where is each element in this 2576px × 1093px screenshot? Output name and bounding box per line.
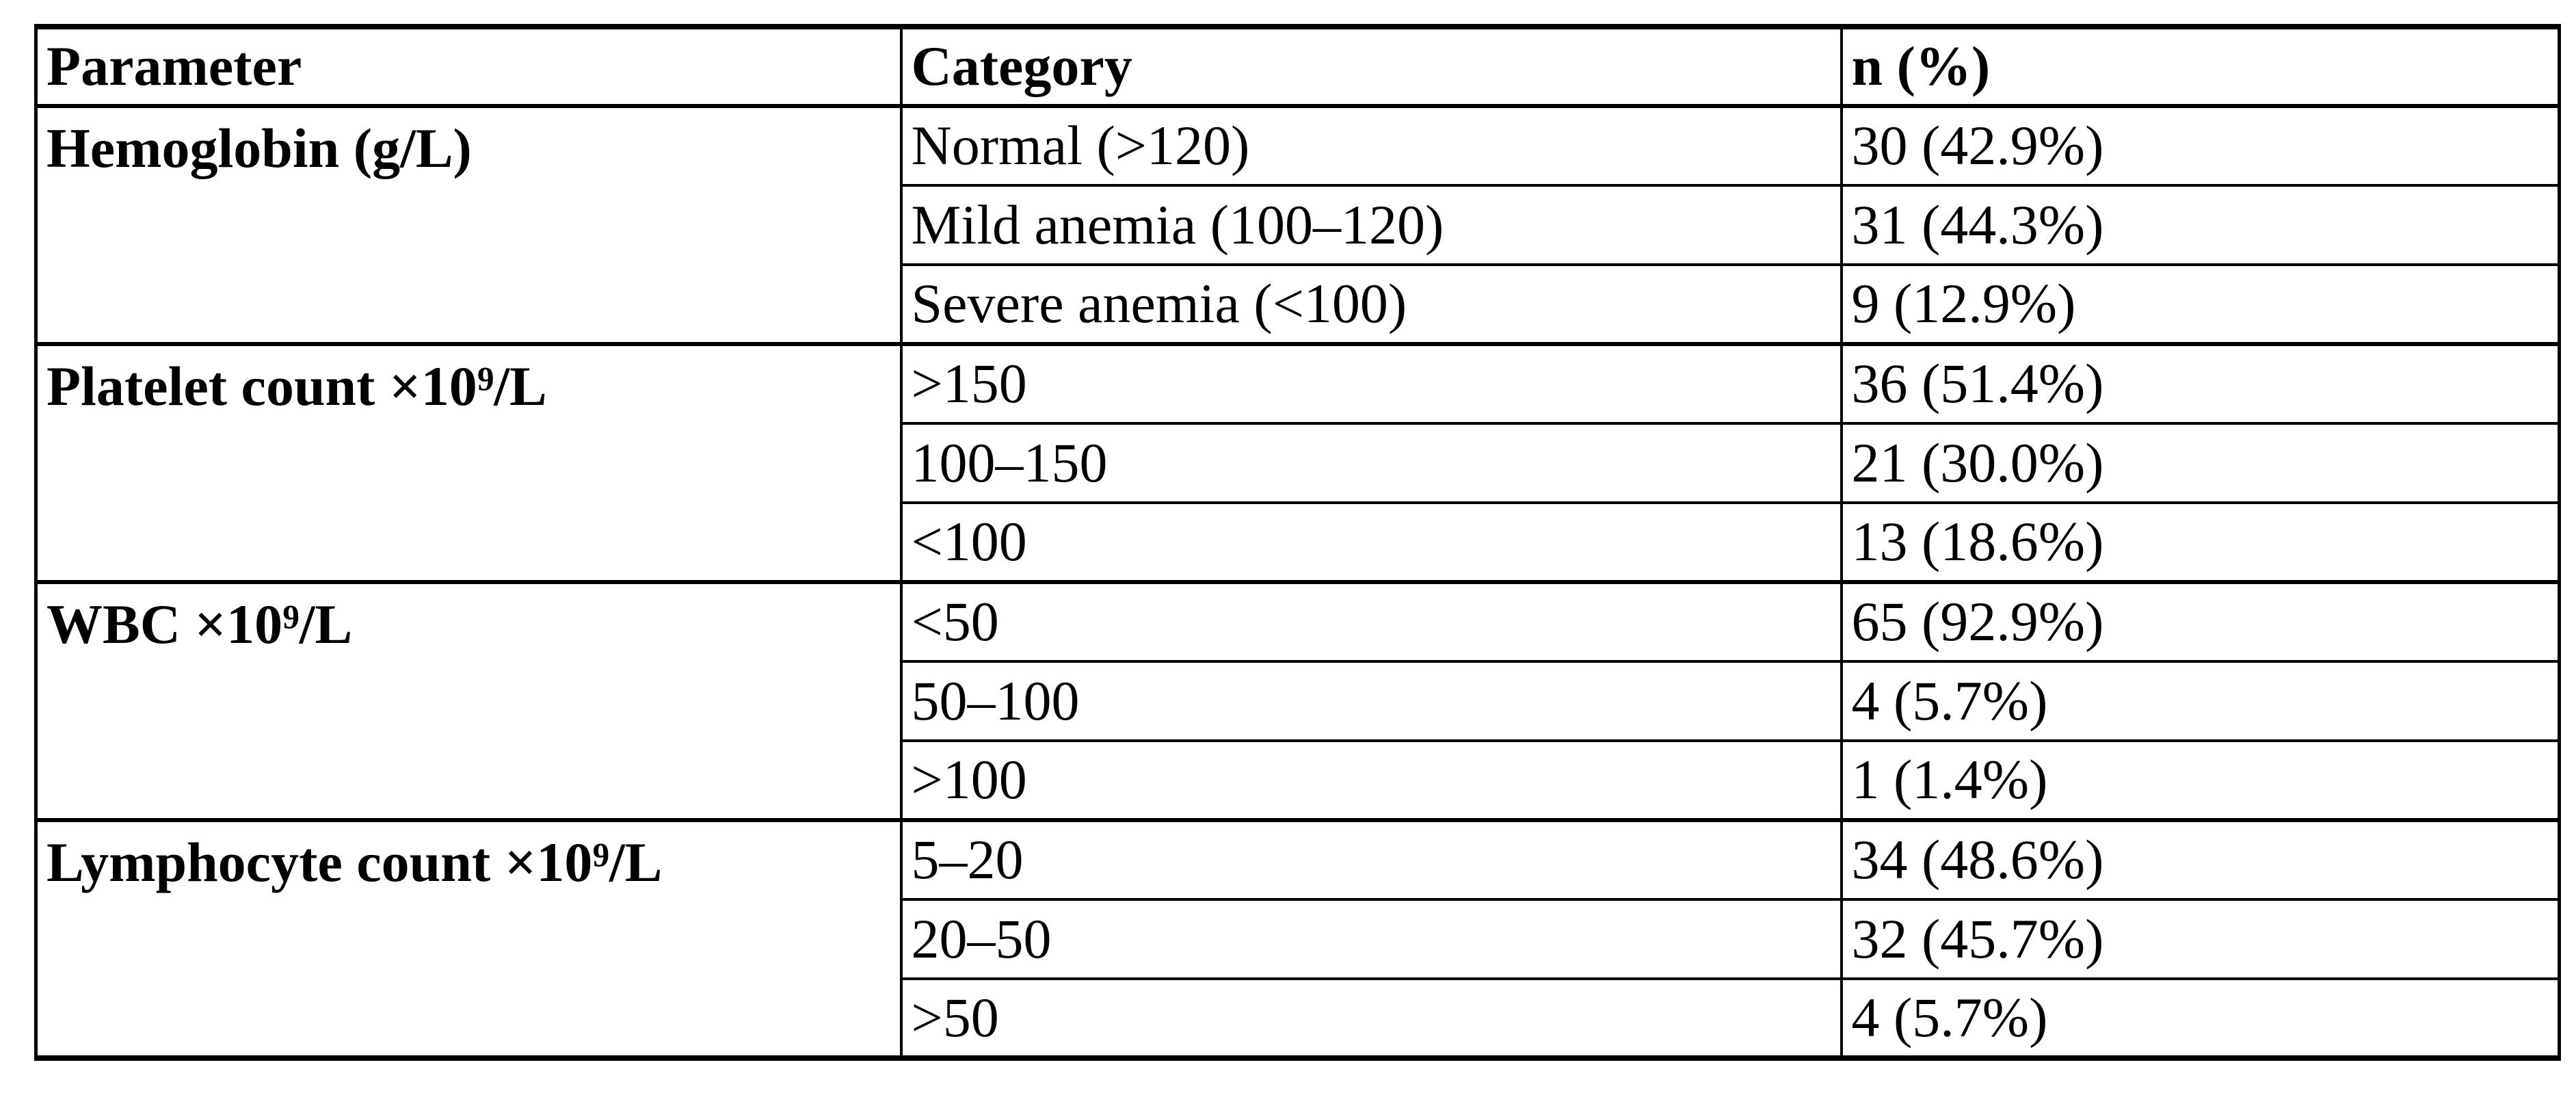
table-row: Platelet count ×10⁹/L >150 36 (51.4%): [34, 342, 2561, 583]
category-cell: <100: [899, 501, 1843, 583]
count-cell: 1 (1.4%): [1840, 739, 2561, 821]
count-cell: 4 (5.7%): [1840, 660, 2561, 742]
table-row: Lymphocyte count ×10⁹/L 5–20 34 (48.6%): [34, 818, 2561, 1059]
category-cell: 5–20: [899, 818, 1843, 901]
category-cell: 20–50: [899, 898, 1843, 980]
category-cell: 100–150: [899, 422, 1843, 504]
count-cell: 30 (42.9%): [1840, 104, 2561, 187]
column-header-n-percent: n (%): [1840, 25, 2561, 108]
table-row: 100–150 21 (30.0%): [36, 422, 2561, 504]
header-row: Parameter Category n (%): [34, 25, 2561, 108]
category-cell: >150: [899, 342, 1843, 425]
table-row: WBC ×10⁹/L <50 65 (92.9%): [34, 580, 2561, 821]
lab-parameters-table: Parameter Category n (%) Hemoglobin (g/L…: [34, 24, 2561, 1061]
table-row: 50–100 4 (5.7%): [36, 660, 2561, 742]
table-row: Severe anemia (<100) 9 (12.9%): [36, 263, 2561, 345]
parameter-cell-platelet-count: Platelet count ×10⁹/L: [34, 342, 903, 583]
column-header-parameter: Parameter: [34, 25, 903, 108]
parameter-cell-hemoglobin: Hemoglobin (g/L): [34, 104, 903, 345]
table-row: 20–50 32 (45.7%): [36, 898, 2561, 980]
category-cell: 50–100: [899, 660, 1843, 742]
table-row: >50 4 (5.7%): [36, 977, 2561, 1059]
table-row: >100 1 (1.4%): [36, 739, 2561, 821]
category-cell: Mild anemia (100–120): [899, 184, 1843, 266]
category-cell: >100: [899, 739, 1843, 821]
table-row: Mild anemia (100–120) 31 (44.3%): [36, 184, 2561, 266]
count-cell: 13 (18.6%): [1840, 501, 2561, 583]
count-cell: 34 (48.6%): [1840, 818, 2561, 901]
count-cell: 65 (92.9%): [1840, 580, 2561, 663]
parameter-cell-wbc: WBC ×10⁹/L: [34, 580, 903, 821]
category-cell: >50: [899, 977, 1843, 1059]
count-cell: 21 (30.0%): [1840, 422, 2561, 504]
table-row: <100 13 (18.6%): [36, 501, 2561, 583]
table-row: Hemoglobin (g/L) Normal (>120) 30 (42.9%…: [34, 104, 2561, 345]
category-cell: <50: [899, 580, 1843, 663]
count-cell: 31 (44.3%): [1840, 184, 2561, 266]
category-cell: Normal (>120): [899, 104, 1843, 187]
column-header-category: Category: [899, 25, 1843, 108]
category-cell: Severe anemia (<100): [899, 263, 1843, 345]
count-cell: 32 (45.7%): [1840, 898, 2561, 980]
count-cell: 9 (12.9%): [1840, 263, 2561, 345]
parameter-cell-lymphocyte-count: Lymphocyte count ×10⁹/L: [34, 818, 903, 1059]
count-cell: 36 (51.4%): [1840, 342, 2561, 425]
count-cell: 4 (5.7%): [1840, 977, 2561, 1059]
